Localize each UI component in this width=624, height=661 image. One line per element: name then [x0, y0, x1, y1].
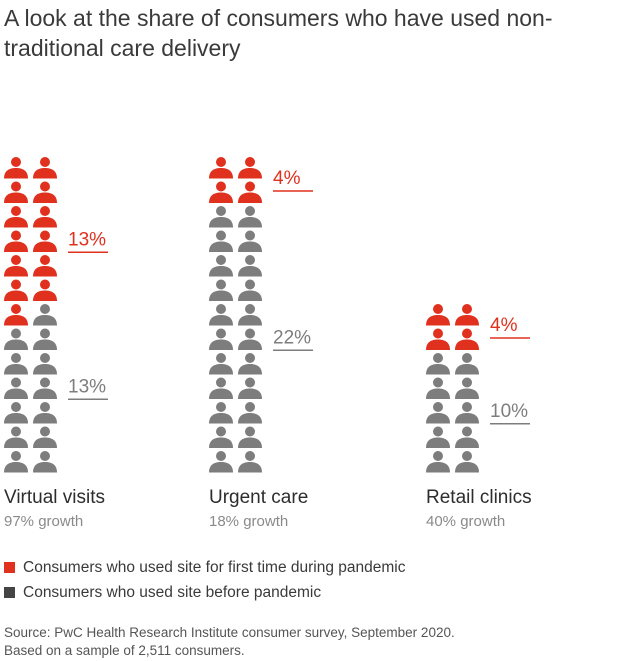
- person-icon-before: [238, 255, 262, 277]
- legend-label-before: Consumers who used site before pandemic: [23, 583, 322, 601]
- person-icon-before: [426, 353, 450, 375]
- category-label: Urgent care: [209, 487, 308, 508]
- category-label: Retail clinics: [426, 487, 532, 508]
- growth-label: 40% growth: [426, 513, 505, 530]
- pct-label-before: 10%: [490, 401, 528, 422]
- person-icon-before: [209, 451, 233, 473]
- person-icon-new: [4, 230, 28, 252]
- person-icon-before: [33, 451, 57, 473]
- person-icon-new: [4, 181, 28, 203]
- legend-swatch-before: [4, 587, 15, 598]
- person-icon-before: [209, 304, 233, 326]
- growth-label: 18% growth: [209, 513, 288, 530]
- person-icon-before: [426, 402, 450, 424]
- person-icon-before: [209, 255, 233, 277]
- person-icon-before: [33, 304, 57, 326]
- labels-layer: 13% 13% Virtual visits 97% growth 4% 22% Urgen…: [4, 168, 532, 530]
- person-icon-before: [455, 377, 479, 399]
- person-icon-new: [4, 157, 28, 179]
- legend-item-before: Consumers who used site before pandemic: [4, 580, 406, 605]
- pct-label-new: 4%: [490, 315, 518, 336]
- person-icon-before: [33, 353, 57, 375]
- person-icon-before: [455, 426, 479, 448]
- person-icon-new: [33, 255, 57, 277]
- legend-label-new: Consumers who used site for first time d…: [23, 558, 406, 576]
- person-icon-new: [426, 328, 450, 350]
- person-icon-before: [426, 426, 450, 448]
- person-icon-new: [4, 304, 28, 326]
- icons-layer: [4, 157, 479, 473]
- person-icon-before: [238, 304, 262, 326]
- legend-swatch-new: [4, 562, 15, 573]
- person-icon-new: [33, 206, 57, 228]
- person-icon-before: [209, 353, 233, 375]
- pct-label-new: 4%: [273, 168, 301, 189]
- person-icon-before: [4, 328, 28, 350]
- person-icon-before: [4, 402, 28, 424]
- person-icon-new: [33, 230, 57, 252]
- growth-label: 97% growth: [4, 513, 83, 530]
- person-icon-before: [33, 402, 57, 424]
- person-icon-before: [238, 328, 262, 350]
- person-icon-before: [209, 206, 233, 228]
- person-icon-new: [426, 304, 450, 326]
- person-icon-new: [455, 304, 479, 326]
- person-icon-new: [4, 255, 28, 277]
- person-icon-new: [238, 181, 262, 203]
- person-icon-new: [4, 206, 28, 228]
- person-icon-new: [209, 181, 233, 203]
- person-icon-before: [4, 451, 28, 473]
- person-icon-before: [238, 451, 262, 473]
- source-note: Source: PwC Health Research Institute co…: [4, 624, 455, 660]
- person-icon-before: [455, 451, 479, 473]
- pct-label-before: 22%: [273, 327, 311, 348]
- person-icon-before: [4, 377, 28, 399]
- person-icon-new: [33, 157, 57, 179]
- person-icon-before: [426, 451, 450, 473]
- person-icon-before: [4, 353, 28, 375]
- person-icon-before: [238, 279, 262, 301]
- person-icon-before: [33, 328, 57, 350]
- person-icon-before: [4, 426, 28, 448]
- category-label: Virtual visits: [4, 487, 105, 508]
- person-icon-before: [238, 377, 262, 399]
- person-icon-before: [238, 230, 262, 252]
- person-icon-before: [209, 377, 233, 399]
- legend-item-new: Consumers who used site for first time d…: [4, 555, 406, 580]
- person-icon-before: [209, 402, 233, 424]
- person-icon-before: [455, 353, 479, 375]
- person-icon-new: [209, 157, 233, 179]
- person-icon-before: [455, 402, 479, 424]
- person-icon-new: [33, 279, 57, 301]
- source-line-2: Based on a sample of 2,511 consumers.: [4, 643, 245, 658]
- person-icon-before: [33, 377, 57, 399]
- person-icon-new: [4, 279, 28, 301]
- person-icon-before: [238, 206, 262, 228]
- pct-label-new: 13%: [68, 229, 106, 250]
- person-icon-new: [238, 157, 262, 179]
- source-line-1: Source: PwC Health Research Institute co…: [4, 625, 455, 640]
- person-icon-before: [238, 426, 262, 448]
- person-icon-new: [455, 328, 479, 350]
- pictogram-chart: 13% 13% Virtual visits 97% growth 4% 22% Urgen…: [4, 157, 532, 530]
- chart-title: A look at the share of consumers who hav…: [4, 5, 553, 61]
- legend: Consumers who used site for first time d…: [4, 555, 406, 605]
- person-icon-before: [238, 402, 262, 424]
- pct-label-before: 13%: [68, 376, 106, 397]
- person-icon-before: [426, 377, 450, 399]
- person-icon-before: [209, 279, 233, 301]
- person-icon-before: [33, 426, 57, 448]
- person-icon-before: [238, 353, 262, 375]
- person-icon-before: [209, 328, 233, 350]
- person-icon-before: [209, 426, 233, 448]
- person-icon-new: [33, 181, 57, 203]
- person-icon-before: [209, 230, 233, 252]
